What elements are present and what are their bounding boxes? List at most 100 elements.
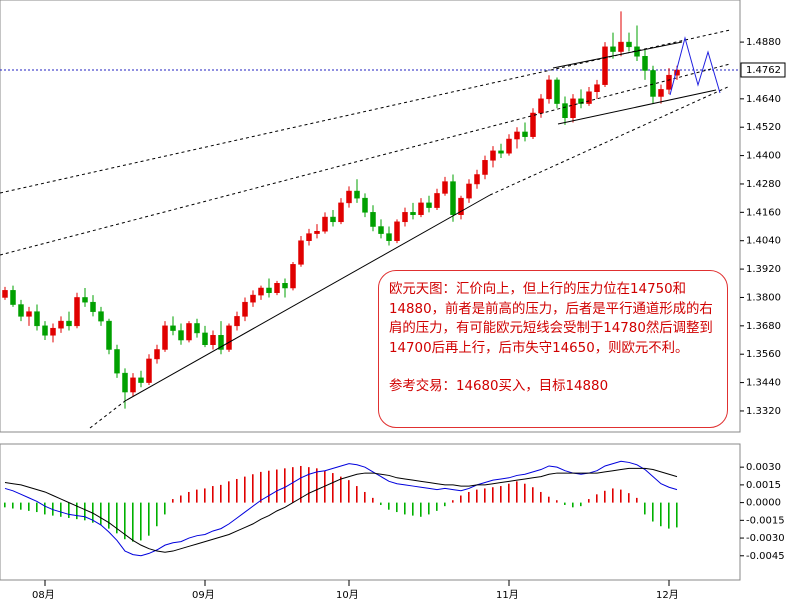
candle-body bbox=[122, 372, 128, 393]
histogram-bar bbox=[156, 502, 158, 527]
candle-body bbox=[362, 197, 368, 213]
histogram-bar bbox=[412, 502, 414, 516]
histogram-bar bbox=[660, 502, 662, 527]
histogram-bar bbox=[228, 481, 230, 503]
x-tick-label: 10月 bbox=[336, 589, 359, 601]
histogram-bar bbox=[212, 486, 214, 503]
histogram-bar bbox=[636, 497, 638, 503]
candle-body bbox=[194, 323, 200, 334]
candle-body bbox=[586, 91, 592, 104]
histogram-bar bbox=[268, 470, 270, 503]
candle-body bbox=[458, 197, 464, 215]
candle-body bbox=[282, 283, 288, 289]
histogram-bar bbox=[236, 478, 238, 503]
candle-body bbox=[298, 240, 304, 265]
histogram-bar bbox=[628, 493, 630, 503]
y-tick-label: 1.3800 bbox=[746, 292, 781, 303]
candle-body bbox=[626, 41, 632, 48]
y-tick-label: 1.4280 bbox=[746, 179, 781, 190]
candle-body bbox=[490, 150, 496, 161]
histogram-bar bbox=[556, 500, 558, 503]
y-tick-label: 0.0000 bbox=[746, 498, 781, 509]
histogram-bar bbox=[508, 483, 510, 503]
candle-body bbox=[482, 160, 488, 175]
histogram-bar bbox=[476, 489, 478, 503]
histogram-bar bbox=[572, 502, 574, 508]
histogram-bar bbox=[180, 495, 182, 503]
candle-body bbox=[226, 325, 232, 350]
histogram-bar bbox=[260, 471, 262, 503]
annotation-text: 欧元天图：汇价向上，但上行的压力位在14750和14880，前者是前高的压力，后… bbox=[389, 282, 713, 356]
histogram-bar bbox=[316, 468, 318, 503]
histogram-bar bbox=[604, 490, 606, 503]
x-tick-label: 11月 bbox=[496, 589, 519, 601]
candle-body bbox=[258, 287, 264, 296]
histogram-bar bbox=[196, 489, 198, 503]
y-tick-label: 0.0030 bbox=[746, 462, 781, 473]
candle-body bbox=[162, 325, 168, 350]
candle-body bbox=[178, 330, 184, 341]
histogram-bar bbox=[20, 502, 22, 510]
x-tick-label: 12月 bbox=[656, 589, 679, 601]
y-tick-label: 1.4400 bbox=[746, 151, 781, 162]
y-tick-label: 1.4520 bbox=[746, 122, 781, 133]
histogram-bar bbox=[644, 502, 646, 515]
candle-body bbox=[386, 233, 392, 241]
histogram-bar bbox=[340, 476, 342, 503]
histogram-bar bbox=[580, 502, 582, 507]
candle-body bbox=[506, 138, 512, 154]
histogram-bar bbox=[244, 476, 246, 503]
candle-body bbox=[138, 377, 144, 383]
histogram-bar bbox=[68, 502, 70, 518]
histogram-bar bbox=[252, 474, 254, 503]
histogram-bar bbox=[116, 502, 118, 534]
candle-body bbox=[434, 193, 440, 208]
histogram-bar bbox=[204, 488, 206, 503]
candle-body bbox=[74, 297, 80, 327]
y-tick-label: 1.4040 bbox=[746, 236, 781, 247]
candle-body bbox=[18, 304, 24, 317]
histogram-bar bbox=[124, 502, 126, 540]
candle-body bbox=[250, 294, 256, 303]
candle-body bbox=[154, 349, 160, 360]
histogram-bar bbox=[396, 502, 398, 513]
candle-body bbox=[106, 320, 112, 350]
candle-body bbox=[554, 79, 560, 104]
candle-body bbox=[562, 103, 568, 119]
candle-body bbox=[394, 221, 400, 241]
candle-body bbox=[170, 325, 176, 331]
histogram-bar bbox=[540, 491, 542, 503]
candle-body bbox=[26, 311, 32, 317]
y-tick-label: 1.3440 bbox=[746, 378, 781, 389]
y-tick-label: -0.0045 bbox=[746, 551, 785, 562]
candle-body bbox=[10, 290, 16, 305]
candle-body bbox=[242, 301, 248, 317]
histogram-bar bbox=[148, 502, 150, 536]
histogram-bar bbox=[60, 502, 62, 517]
histogram-bar bbox=[84, 502, 86, 521]
candle-body bbox=[354, 190, 360, 199]
histogram-bar bbox=[308, 467, 310, 503]
histogram-bar bbox=[452, 500, 454, 503]
histogram-bar bbox=[564, 502, 566, 505]
histogram-bar bbox=[612, 488, 614, 503]
histogram-bar bbox=[108, 502, 110, 529]
histogram-bar bbox=[100, 502, 102, 526]
indicator-line bbox=[4, 460, 678, 557]
candle-body bbox=[442, 181, 448, 194]
candle-body bbox=[306, 233, 312, 241]
histogram-bar bbox=[372, 497, 374, 503]
histogram-bar bbox=[548, 496, 550, 503]
histogram-bar bbox=[428, 502, 430, 515]
candle-body bbox=[82, 297, 88, 303]
histogram-bar bbox=[12, 502, 14, 509]
histogram-bar bbox=[676, 502, 678, 528]
candle-body bbox=[346, 190, 352, 204]
histogram-bar bbox=[652, 502, 654, 522]
histogram-bar bbox=[668, 502, 670, 529]
x-tick-label: 08月 bbox=[32, 589, 55, 601]
histogram-bar bbox=[596, 494, 598, 503]
candle-body bbox=[290, 264, 296, 289]
histogram-bar bbox=[532, 487, 534, 503]
